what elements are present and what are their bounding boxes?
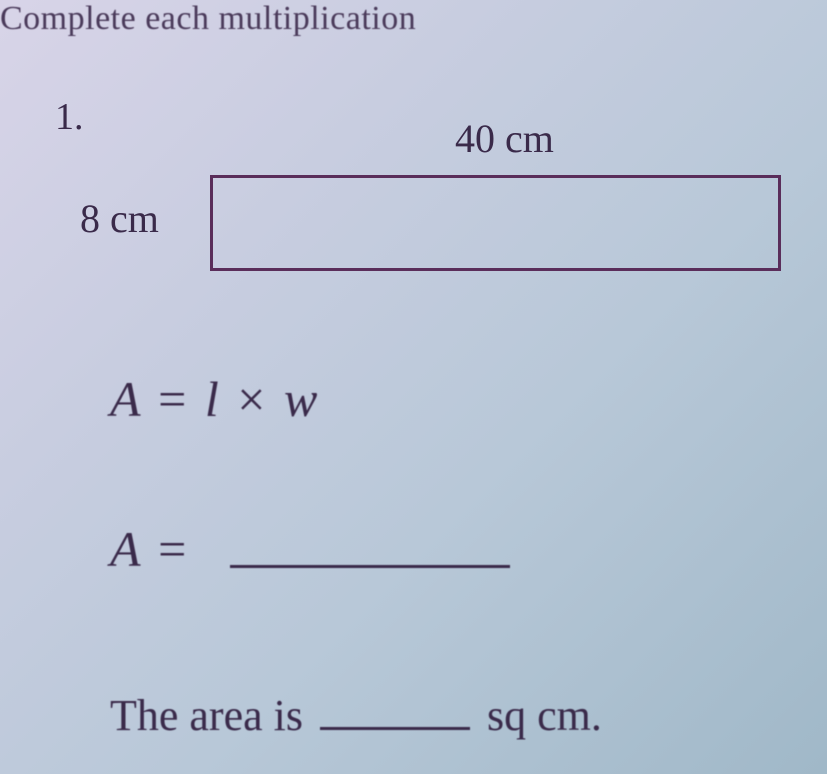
area-equals-sign: = (152, 521, 186, 577)
formula-var-l: l (205, 371, 219, 427)
area-equals-line: A = (110, 520, 186, 578)
rectangle-length-label: 40 cm (455, 115, 554, 162)
area-sentence-prefix: The area is (110, 691, 303, 740)
formula-times: × (231, 371, 271, 427)
area-sentence-suffix: sq cm. (487, 691, 602, 740)
worksheet-page: Complete each multiplication 1. 40 cm 8 … (0, 0, 827, 774)
area-value-blank[interactable] (230, 565, 510, 568)
formula-var-w: w (284, 371, 317, 427)
area-equals-lhs: A (110, 521, 140, 577)
area-formula: A = l × w (110, 370, 317, 428)
instruction-text: Complete each multiplication (0, 0, 416, 38)
formula-equals: = (152, 371, 192, 427)
area-sentence-blank[interactable] (320, 727, 470, 730)
rectangle-figure (210, 175, 781, 271)
area-sentence: The area is sq cm. (110, 690, 602, 741)
question-number: 1. (55, 95, 84, 139)
formula-lhs: A (110, 371, 140, 427)
rectangle-width-label: 8 cm (80, 195, 159, 242)
